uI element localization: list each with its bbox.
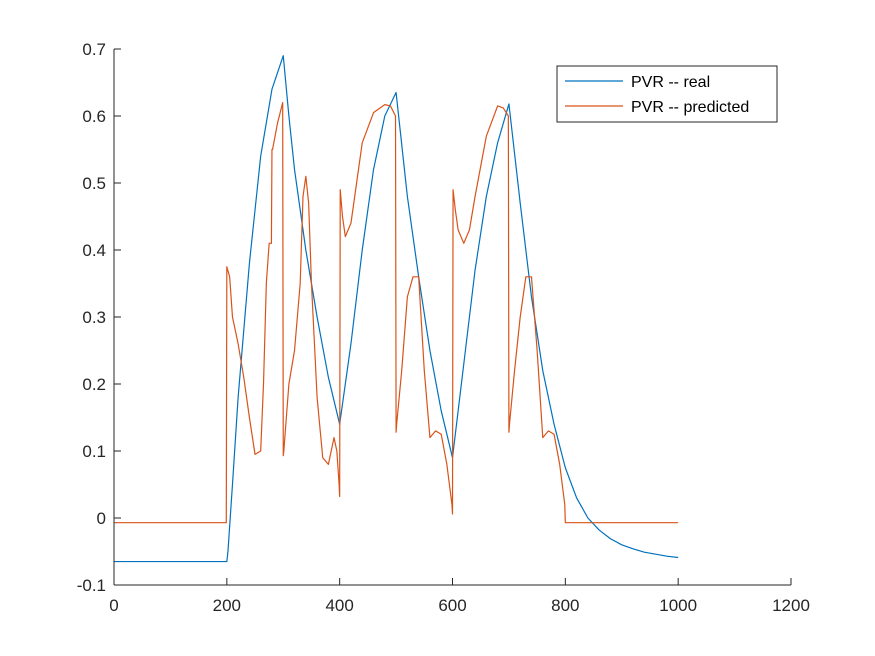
y-tick-label: 0.7 <box>82 40 106 59</box>
x-tick-label: 600 <box>438 596 466 615</box>
x-tick-label: 200 <box>213 596 241 615</box>
axes-layer: 0 200 400 600 800 1000 1200-0.100.10.20.30.40.… <box>77 40 810 615</box>
series-line-1 <box>114 55 679 563</box>
x-tick-label: 1200 <box>772 596 810 615</box>
y-tick-label: 0.5 <box>82 174 106 193</box>
y-tick-label: -0.1 <box>77 576 106 595</box>
legend-label-1: PVR -- real <box>631 74 710 91</box>
legend-box <box>556 65 778 123</box>
legend-label-2: PVR -- predicted <box>631 99 749 116</box>
y-tick-label: 0.6 <box>82 107 106 126</box>
series-line-2 <box>114 101 679 524</box>
x-tick-label: 0 <box>109 596 118 615</box>
y-tick-label: 0.3 <box>82 308 106 327</box>
series-layer <box>114 55 679 563</box>
y-tick-label: 0.4 <box>82 241 106 260</box>
y-tick-label: 0.1 <box>82 442 106 461</box>
x-tick-label: 400 <box>325 596 353 615</box>
x-tick-label: 800 <box>551 596 579 615</box>
x-tick-label: 1000 <box>659 596 697 615</box>
y-tick-label: 0.2 <box>82 375 106 394</box>
legend: PVR -- real PVR -- predicted <box>556 65 778 123</box>
y-tick-label: 0 <box>97 509 106 528</box>
